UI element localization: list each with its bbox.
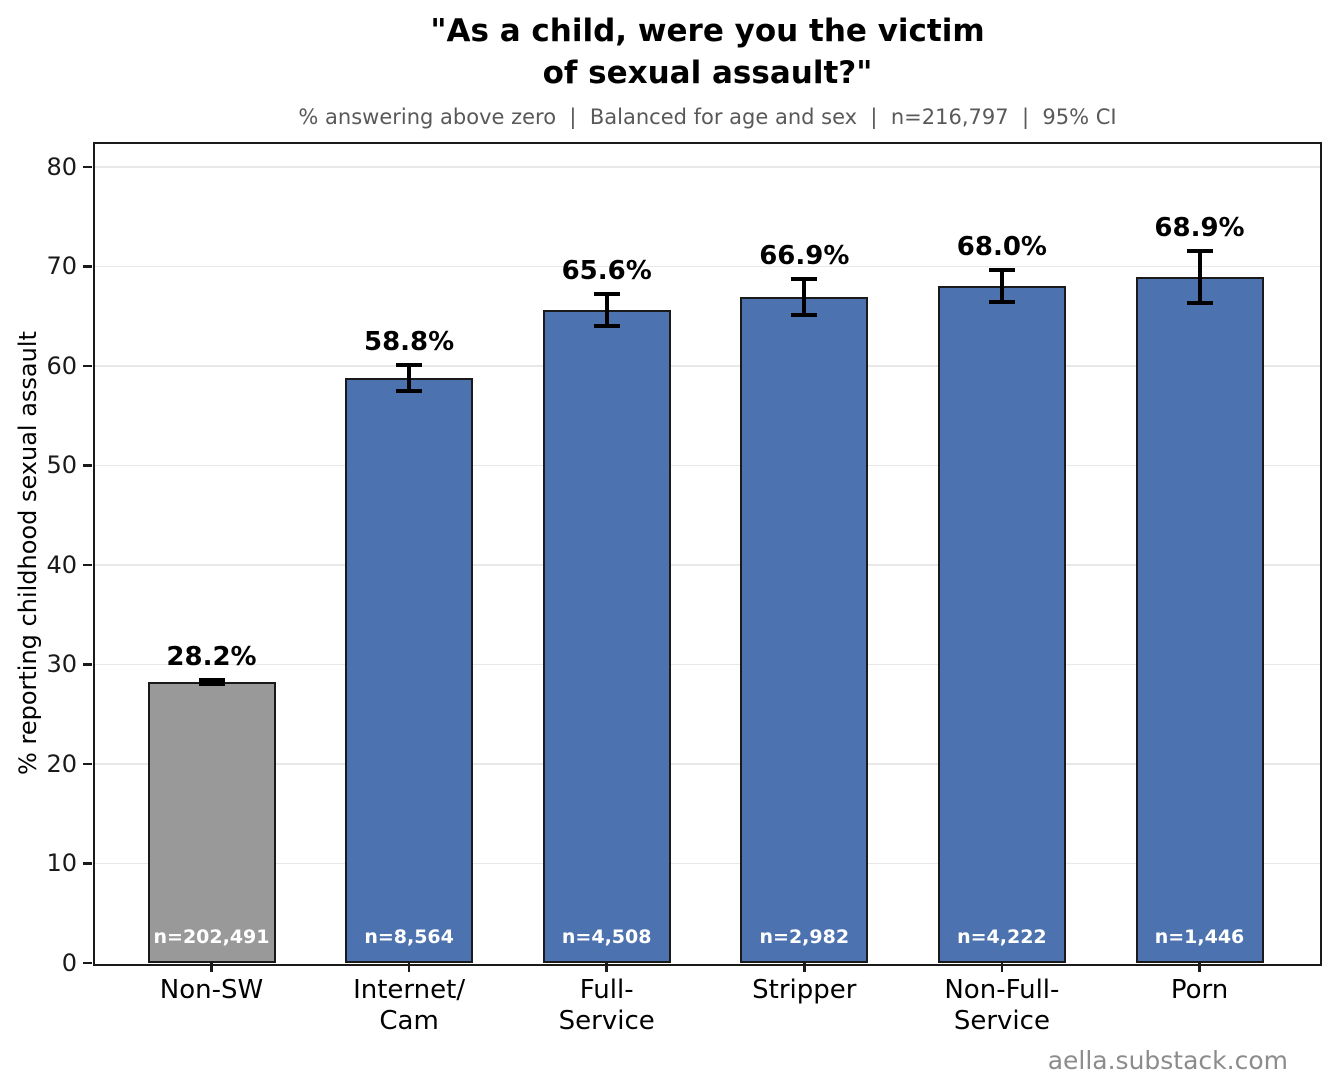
y-tick-label: 0 (61, 949, 77, 977)
y-tick-label: 70 (46, 252, 77, 281)
n-label: n=2,982 (759, 926, 850, 948)
value-label: 68.0% (956, 232, 1047, 263)
value-label: 66.9% (759, 241, 850, 272)
error-bar-line (1197, 251, 1202, 304)
y-tick-label: 40 (46, 550, 77, 579)
error-bar-cap (593, 324, 620, 329)
error-bar-cap (593, 292, 620, 297)
y-tick-label: 60 (46, 351, 77, 380)
n-label: n=4,508 (561, 926, 652, 948)
y-tick-mark (83, 265, 92, 268)
x-tick-mark (407, 963, 411, 972)
y-tick-mark (83, 464, 92, 467)
gridline (95, 464, 1320, 467)
n-label: n=202,491 (153, 926, 270, 948)
error-bar-line (407, 364, 412, 391)
gridline (95, 763, 1320, 765)
bar (937, 286, 1066, 963)
x-tick-mark (210, 963, 213, 972)
error-bar-cap (988, 268, 1015, 273)
bar (345, 377, 474, 963)
x-tick-label: Non-Full- Service (944, 975, 1060, 1036)
error-bar-line (604, 294, 609, 327)
n-label: n=8,564 (364, 926, 454, 948)
y-tick-label: 80 (46, 152, 77, 181)
error-bar-cap (396, 362, 423, 367)
watermark: aella.substack.com (1047, 1046, 1288, 1075)
error-bar-cap (198, 678, 225, 683)
y-tick-label: 10 (46, 849, 77, 878)
value-label: 68.9% (1154, 213, 1245, 244)
bar (740, 297, 869, 963)
value-label: 58.8% (363, 326, 455, 357)
error-bar-cap (791, 277, 818, 282)
x-tick-label: Stripper (752, 975, 857, 1005)
gridline (95, 166, 1320, 168)
x-tick-mark (605, 963, 608, 972)
y-tick-mark (83, 862, 92, 865)
bar (542, 310, 671, 963)
y-tick-mark (83, 762, 92, 766)
gridline (95, 265, 1320, 268)
bar (147, 682, 276, 963)
error-bar-cap (988, 300, 1015, 305)
n-label: n=4,222 (957, 926, 1047, 948)
y-tick-mark (83, 165, 92, 169)
y-tick-label: 50 (46, 451, 77, 480)
y-tick-mark (83, 663, 92, 666)
chart-subtitle: % answering above zero | Balanced for ag… (298, 105, 1117, 129)
gridline (95, 663, 1320, 666)
error-bar-cap (1186, 301, 1213, 306)
error-bar-cap (396, 388, 423, 393)
x-tick-label: Full- Service (558, 975, 655, 1036)
error-bar-cap (1186, 249, 1213, 254)
gridline (95, 862, 1320, 865)
n-label: n=1,446 (1154, 926, 1245, 948)
y-tick-label: 30 (46, 650, 77, 679)
y-tick-mark (83, 364, 92, 368)
gridline (95, 564, 1320, 566)
value-label: 65.6% (561, 256, 652, 287)
error-bar-line (802, 279, 807, 316)
bar (1135, 277, 1264, 963)
x-tick-mark (1000, 963, 1004, 972)
error-bar-cap (791, 313, 818, 318)
chart-title: "As a child, were you the victim of sexu… (430, 13, 985, 91)
y-tick-mark (83, 563, 92, 567)
x-tick-label: Non-SW (159, 975, 264, 1005)
x-tick-mark (803, 963, 806, 972)
y-tick-label: 20 (46, 749, 77, 778)
x-tick-label: Internet/ Cam (353, 975, 466, 1036)
x-tick-mark (1198, 963, 1201, 972)
gridline (95, 365, 1320, 367)
error-bar-line (999, 270, 1004, 303)
plot-area: 0 10 20 30 40 50 60 70 80 28.2% n=202,491 Non-SW 58.… (46, 142, 1322, 1036)
x-tick-label: Porn (1170, 975, 1229, 1005)
error-bar-cap (198, 682, 225, 687)
y-tick-mark (83, 961, 92, 965)
value-label: 28.2% (166, 642, 257, 673)
